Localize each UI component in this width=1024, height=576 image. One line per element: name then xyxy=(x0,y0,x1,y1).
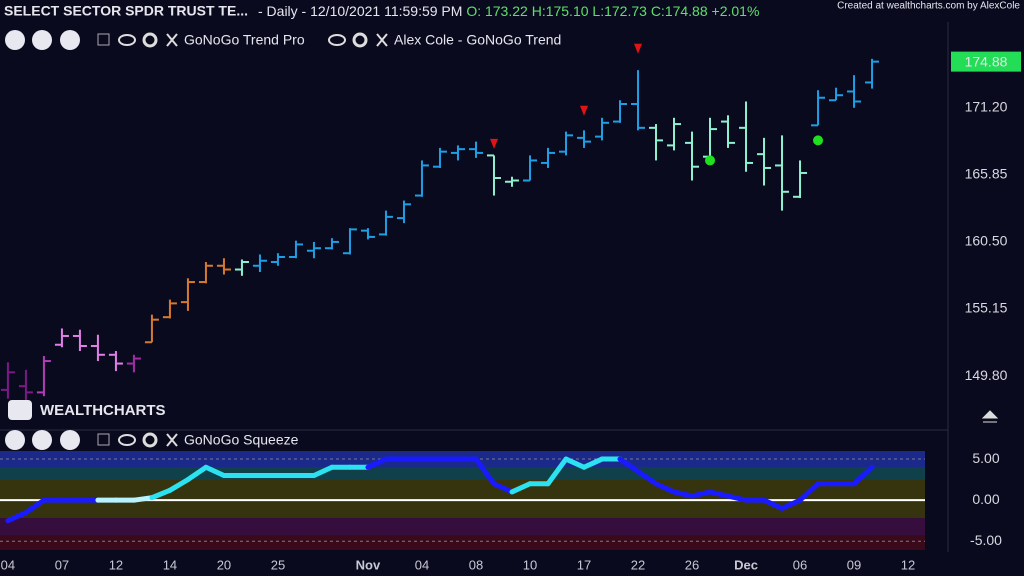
squeeze-segment xyxy=(707,489,731,499)
squeeze-segment xyxy=(473,456,497,487)
indicator-label: Alex Cole - GoNoGo Trend xyxy=(394,32,561,48)
logo: WEALTHCHARTS xyxy=(8,400,166,420)
y-tick-label: 5.00 xyxy=(972,450,999,466)
low: L:172.73 xyxy=(592,3,647,19)
collapse-icon[interactable] xyxy=(97,433,110,446)
last-price-tag xyxy=(951,51,1021,72)
down-arrow xyxy=(489,138,498,149)
squeeze-segment xyxy=(797,481,821,503)
x-tick-label: 20 xyxy=(217,557,231,572)
y-tick-label: 0.00 xyxy=(972,491,999,507)
band xyxy=(0,518,925,535)
x-tick-label: 17 xyxy=(577,557,591,572)
squeeze-segment xyxy=(635,468,659,487)
high: H:175.10 xyxy=(532,3,589,19)
button[interactable] xyxy=(5,430,25,450)
squeeze-segment xyxy=(851,464,875,487)
squeeze-segment xyxy=(653,481,677,495)
signal-dot xyxy=(705,155,716,166)
button[interactable] xyxy=(32,30,52,50)
squeeze-segment xyxy=(365,456,389,470)
toolbar xyxy=(5,430,178,450)
button[interactable] xyxy=(32,430,52,450)
x-tick-label: 26 xyxy=(685,557,699,572)
squeeze-segment xyxy=(725,493,749,503)
eye-icon[interactable] xyxy=(118,434,136,446)
collapse-icon[interactable] xyxy=(97,33,110,46)
button[interactable] xyxy=(60,30,80,50)
squeeze-segment xyxy=(671,489,695,499)
x-tick-label: 12 xyxy=(901,557,915,572)
down-arrow xyxy=(634,43,643,54)
squeeze-segment xyxy=(509,481,533,495)
x-tick-label: 22 xyxy=(631,557,645,572)
x-tick-label: 14 xyxy=(163,557,177,572)
squeeze-segment xyxy=(5,510,29,524)
squeeze-segment xyxy=(311,464,335,478)
close-icon[interactable] xyxy=(166,433,178,447)
logo-icon xyxy=(8,400,32,420)
scale-icon[interactable] xyxy=(981,410,999,423)
close-icon[interactable] xyxy=(376,33,388,47)
eye-hidden-icon[interactable] xyxy=(328,34,346,46)
squeeze-segment xyxy=(23,497,47,516)
squeeze-segment xyxy=(779,497,803,511)
toolbar xyxy=(5,30,388,50)
x-tick-label: 07 xyxy=(55,557,69,572)
logo-text: WEALTHCHARTS xyxy=(40,402,166,419)
indicator-label: GoNoGo Squeeze xyxy=(184,432,299,448)
x-tick-label: 12 xyxy=(109,557,123,572)
squeeze-bands xyxy=(0,451,925,550)
squeeze-segment xyxy=(563,456,587,470)
squeeze-segment xyxy=(203,464,227,478)
button[interactable] xyxy=(5,30,25,50)
x-tick-label: 09 xyxy=(847,557,861,572)
signal-dot xyxy=(813,135,824,146)
y-tick-label: 171.20 xyxy=(965,98,1008,114)
open: O: 173.22 xyxy=(466,3,528,19)
band xyxy=(0,467,925,480)
close-icon[interactable] xyxy=(166,33,178,47)
gear-icon[interactable] xyxy=(142,432,158,448)
interval: - Daily - 12/10/2021 11:59:59 PM xyxy=(258,3,462,19)
gear-icon[interactable] xyxy=(142,32,158,48)
x-tick-label: 25 xyxy=(271,557,285,572)
band xyxy=(0,535,925,550)
squeeze-segment xyxy=(581,456,605,470)
y-tick-label: 155.15 xyxy=(965,300,1008,316)
x-tick-label: Dec xyxy=(734,557,758,572)
x-tick-label: 06 xyxy=(793,557,807,572)
y-tick-label: -5.00 xyxy=(970,532,1002,548)
credit: Created at wealthcharts.com by AlexCole xyxy=(837,1,1020,12)
y-tick-label: 160.50 xyxy=(965,233,1008,249)
button[interactable] xyxy=(60,430,80,450)
squeeze-segment xyxy=(689,489,713,499)
squeeze-segment xyxy=(131,495,155,503)
eye-icon[interactable] xyxy=(118,34,136,46)
last-price-label: 174.88 xyxy=(965,53,1008,69)
squeeze-segment xyxy=(545,456,569,487)
y-tick-label: 165.85 xyxy=(965,166,1008,182)
header-bar xyxy=(0,0,1024,22)
symbol: SELECT SECTOR SPDR TRUST TE... xyxy=(4,3,248,19)
y-tick-label: 149.80 xyxy=(965,367,1008,383)
gear-icon[interactable] xyxy=(352,32,368,48)
squeeze-segment xyxy=(761,497,785,511)
x-tick-label: 04 xyxy=(415,557,429,572)
squeeze-segment xyxy=(491,481,515,495)
close: C:174.88 xyxy=(651,3,708,19)
x-tick-label: Nov xyxy=(356,557,381,572)
x-tick-label: 08 xyxy=(469,557,483,572)
header-info: - Daily - 12/10/2021 11:59:59 PM O: 173.… xyxy=(258,3,759,19)
squeeze-segment xyxy=(149,487,173,501)
x-tick-label: 10 xyxy=(523,557,537,572)
x-tick-label: 04 xyxy=(1,557,15,572)
squeeze-segment xyxy=(617,456,641,474)
down-arrow xyxy=(579,105,588,116)
squeeze-segment xyxy=(167,477,191,493)
change: +2.01% xyxy=(712,3,760,19)
squeeze-segment xyxy=(185,464,209,483)
indicator-label: GoNoGo Trend Pro xyxy=(184,32,305,48)
